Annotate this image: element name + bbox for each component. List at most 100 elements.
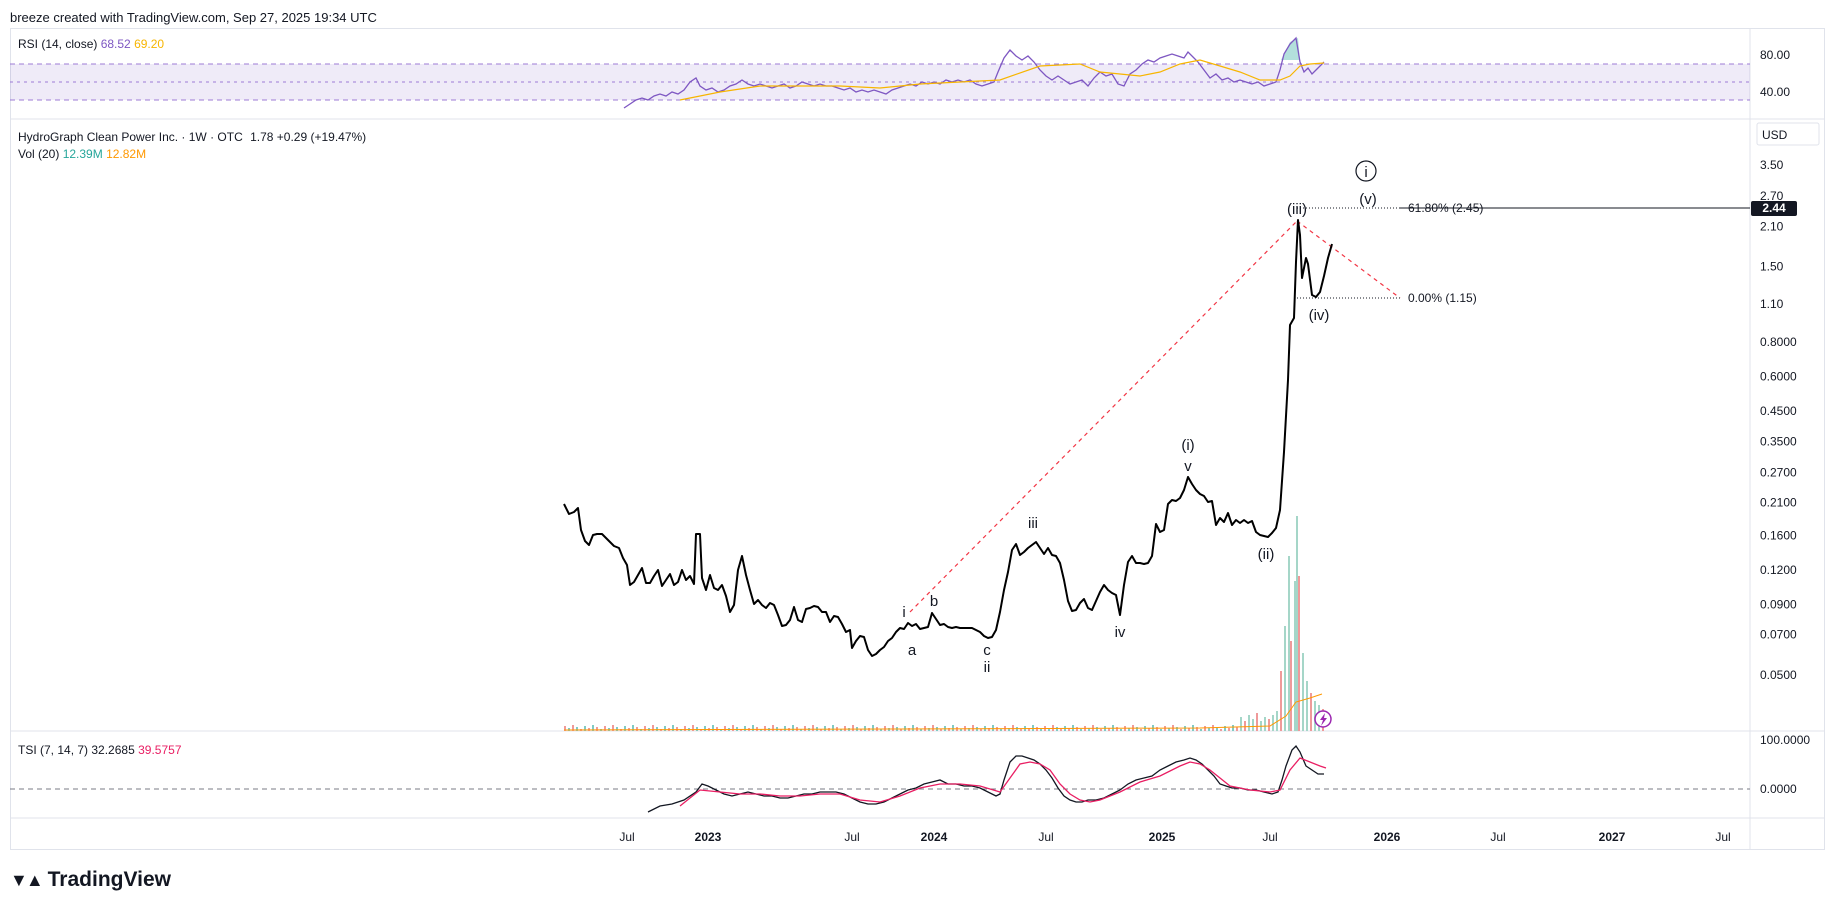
volume-bar	[992, 725, 994, 731]
price-tick-8: 0.3500	[1760, 434, 1797, 448]
volume-bar	[772, 725, 774, 731]
wave-label-i-minor: i	[902, 604, 905, 621]
volume-bar	[1290, 641, 1292, 731]
wave-circle	[1355, 160, 1377, 182]
volume-bar	[912, 725, 914, 731]
tsi-signal-value: 39.5757	[138, 743, 182, 757]
time-label-4: Jul	[1038, 830, 1053, 844]
tsi-pane: 100.0000 0.0000	[10, 733, 1810, 813]
volume-bar	[1136, 727, 1138, 731]
tradingview-logo-icon: ▼▲	[10, 869, 44, 890]
volume-bar	[1040, 729, 1042, 731]
volume-bar	[988, 728, 990, 731]
volume-bar	[1306, 681, 1308, 731]
volume-bar	[792, 725, 794, 731]
price-tick-6: 0.6000	[1760, 370, 1797, 384]
price-axis[interactable]: 3.50 2.70 2.10 1.50 1.10 0.8000 0.6000 0.4500 0.…	[1760, 158, 1797, 682]
volume-bar	[1032, 725, 1034, 731]
price-tick-13: 0.0900	[1760, 597, 1797, 611]
volume-bar	[1176, 727, 1178, 731]
tradingview-brand[interactable]: ▼▲ TradingView	[10, 868, 171, 892]
volume-bar	[1068, 728, 1070, 731]
time-axis[interactable]: Jul 2023 Jul 2024 Jul 2025 Jul 2026 Jul 2027 Jul	[619, 830, 1730, 844]
volume-bar	[784, 726, 786, 731]
symbol-legend[interactable]: HydroGraph Clean Power Inc. · 1W · OTC 1…	[18, 130, 366, 144]
volume-bar	[676, 727, 678, 731]
volume-bar	[584, 726, 586, 731]
volume-bar	[724, 726, 726, 731]
volume-bar	[1224, 726, 1226, 731]
volume-bar	[1028, 728, 1030, 731]
fib-trendline-up[interactable]	[909, 220, 1298, 613]
volume-bar	[1140, 729, 1142, 731]
volume-bar	[1296, 516, 1298, 731]
tsi-legend[interactable]: TSI (7, 14, 7) 32.2685 39.5757	[18, 743, 182, 757]
volume-bar	[1204, 726, 1206, 731]
tsi-name: TSI (7, 14, 7)	[18, 743, 89, 757]
volume-bar	[1128, 728, 1130, 731]
volume-bar	[1252, 719, 1254, 731]
volume-bar	[872, 725, 874, 731]
volume-bar	[664, 726, 666, 731]
volume-bar	[1156, 727, 1158, 731]
volume-bar	[852, 725, 854, 731]
volume-bar	[576, 727, 578, 731]
tsi-tick-0: 0.0000	[1760, 782, 1797, 796]
volume-bar	[1208, 728, 1210, 731]
chart-frame	[10, 28, 1825, 850]
rsi-overbought-fill	[1281, 38, 1300, 60]
currency-label: USD	[1762, 128, 1788, 142]
time-label-8: Jul	[1490, 830, 1505, 844]
volume-bar	[908, 728, 910, 731]
tsi-tick-100: 100.0000	[1760, 733, 1810, 747]
volume-bar	[1284, 626, 1286, 731]
volume-bar	[564, 726, 566, 731]
fib-trendline-down[interactable]	[1296, 220, 1401, 299]
rsi-tick-80: 80.00	[1760, 48, 1790, 62]
volume-bar	[592, 725, 594, 731]
price-tick-3: 1.50	[1760, 260, 1784, 274]
volume-bar	[932, 725, 934, 731]
price-tick-5: 0.8000	[1760, 335, 1797, 349]
volume-bar	[1168, 728, 1170, 731]
wave-label-iv: iv	[1115, 624, 1126, 641]
volume-bar	[968, 728, 970, 731]
volume-bar	[940, 729, 942, 731]
volume-bar	[1216, 727, 1218, 731]
volume-bar	[656, 727, 658, 731]
volume-bar	[820, 729, 822, 731]
rsi-legend[interactable]: RSI (14, close) 68.52 69.20	[18, 37, 164, 51]
volume-ma-value: 12.82M	[106, 147, 147, 161]
price-tick-2: 2.10	[1760, 219, 1784, 233]
volume-bar	[860, 729, 862, 731]
price-tick-12: 0.1200	[1760, 563, 1797, 577]
volume-bar	[616, 727, 618, 731]
volume-bar	[1200, 729, 1202, 731]
tsi-signal-line	[679, 757, 1327, 807]
volume-bar	[1298, 576, 1300, 731]
volume-bar	[900, 729, 902, 731]
volume-ma-line	[563, 693, 1323, 731]
wave-label-c: c	[983, 642, 991, 659]
volume-bar	[1272, 715, 1274, 731]
volume-bar	[704, 726, 706, 731]
tradingview-brand-name: TradingView	[47, 868, 171, 891]
tsi-value: 32.2685	[91, 743, 135, 757]
wave-label-iii: iii	[1028, 515, 1038, 532]
volume-bar	[716, 727, 718, 731]
lightning-icon[interactable]	[1314, 710, 1332, 728]
wave-label-paren-ii: (ii)	[1258, 546, 1275, 563]
volume-legend[interactable]: Vol (20) 12.39M 12.82M	[18, 147, 146, 161]
volume-bar	[844, 726, 846, 731]
symbol-name: HydroGraph Clean Power Inc. · 1W · OTC	[18, 130, 243, 144]
volume-bar	[744, 726, 746, 731]
wave-label-paren-iii: (iii)	[1287, 201, 1307, 218]
currency-box[interactable]	[1756, 122, 1820, 146]
wave-label-circled-i: i	[1364, 164, 1367, 181]
rsi-tick-40: 40.00	[1760, 85, 1790, 99]
volume-bar	[684, 726, 686, 731]
tsi-line	[647, 744, 1324, 813]
volume-bar	[612, 725, 614, 731]
volume-bar	[948, 728, 950, 731]
